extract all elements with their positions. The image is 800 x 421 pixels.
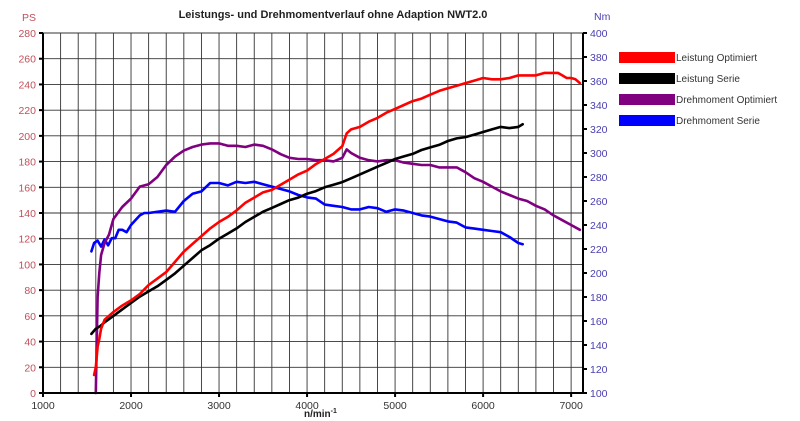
y-right-tick-label: 100 — [590, 388, 608, 400]
axes: 0 20 40 60 80 100 120 140 160 180 200 220 240 260 280 1… — [18, 28, 607, 412]
x-tick-label: 4000 — [295, 400, 319, 412]
y-right-tick-label: 240 — [590, 220, 608, 232]
x-tick-label: 1000 — [31, 400, 55, 412]
y-right-tick-label: 160 — [590, 316, 608, 328]
legend-swatch — [619, 52, 675, 63]
y-left-tick-label: 220 — [18, 105, 36, 117]
y-left-tick-label: 240 — [18, 79, 36, 91]
y-left-tick-label: 60 — [24, 311, 36, 323]
y-axis-left-unit: PS — [22, 12, 36, 24]
legend-swatch — [619, 115, 675, 126]
y-right-tick-label: 140 — [590, 340, 608, 352]
y-left-tick-label: 80 — [24, 285, 36, 297]
legend: Leistung Optimiert Leistung Serie Drehmome… — [619, 52, 777, 127]
y-right-tick-label: 320 — [590, 124, 608, 136]
y-right-tick-label: 200 — [590, 268, 608, 280]
y-left-tick-label: 160 — [18, 182, 36, 194]
y-left-tick-label: 180 — [18, 157, 36, 169]
y-right-tick-label: 380 — [590, 52, 608, 64]
y-right-tick-label: 260 — [590, 196, 608, 208]
y-right-tick-label: 120 — [590, 364, 608, 376]
series-line-leistung-serie — [90, 123, 525, 336]
y-right-tick-label: 300 — [590, 148, 608, 160]
y-right-tick-label: 340 — [590, 100, 608, 112]
y-right-tick-label: 220 — [590, 244, 608, 256]
y-left-tick-label: 100 — [18, 259, 36, 271]
x-tick-label: 7000 — [559, 400, 583, 412]
chart-title: Leistungs- und Drehmomentverlauf ohne Ad… — [179, 9, 488, 21]
x-tick-label: 6000 — [471, 400, 495, 412]
y-left-tick-label: 120 — [18, 234, 36, 246]
y-right-tick-label: 400 — [590, 28, 608, 40]
y-right-tick-label: 360 — [590, 76, 608, 88]
y-left-tick-label: 40 — [24, 337, 36, 349]
x-tick-label: 2000 — [119, 400, 143, 412]
x-axis-label: n/min-1 — [304, 408, 337, 420]
x-tick-label: 3000 — [207, 400, 231, 412]
y-left-tick-label: 260 — [18, 54, 36, 66]
legend-label: Drehmoment Optimiert — [676, 95, 777, 106]
legend-swatch — [619, 94, 675, 105]
y-left-tick-label: 20 — [24, 362, 36, 374]
legend-swatch — [619, 73, 675, 84]
legend-label: Leistung Serie — [676, 74, 740, 85]
y-left-tick-label: 280 — [18, 28, 36, 40]
y-left-tick-label: 200 — [18, 131, 36, 143]
x-tick-label: 5000 — [383, 400, 407, 412]
grid — [43, 32, 583, 394]
legend-label: Leistung Optimiert — [676, 53, 757, 64]
legend-label: Drehmoment Serie — [676, 116, 760, 127]
y-left-tick-label: 140 — [18, 208, 36, 220]
y-left-tick-label: 0 — [30, 388, 36, 400]
series-line-leistung-optimiert — [92, 71, 582, 377]
y-right-tick-label: 280 — [590, 172, 608, 184]
x-axis-label-superscript: -1 — [331, 408, 337, 415]
y-right-tick-label: 180 — [590, 292, 608, 304]
y-axis-right-unit: Nm — [594, 11, 611, 23]
x-axis-label-text: n/min — [304, 409, 331, 420]
series-layer — [90, 71, 582, 395]
